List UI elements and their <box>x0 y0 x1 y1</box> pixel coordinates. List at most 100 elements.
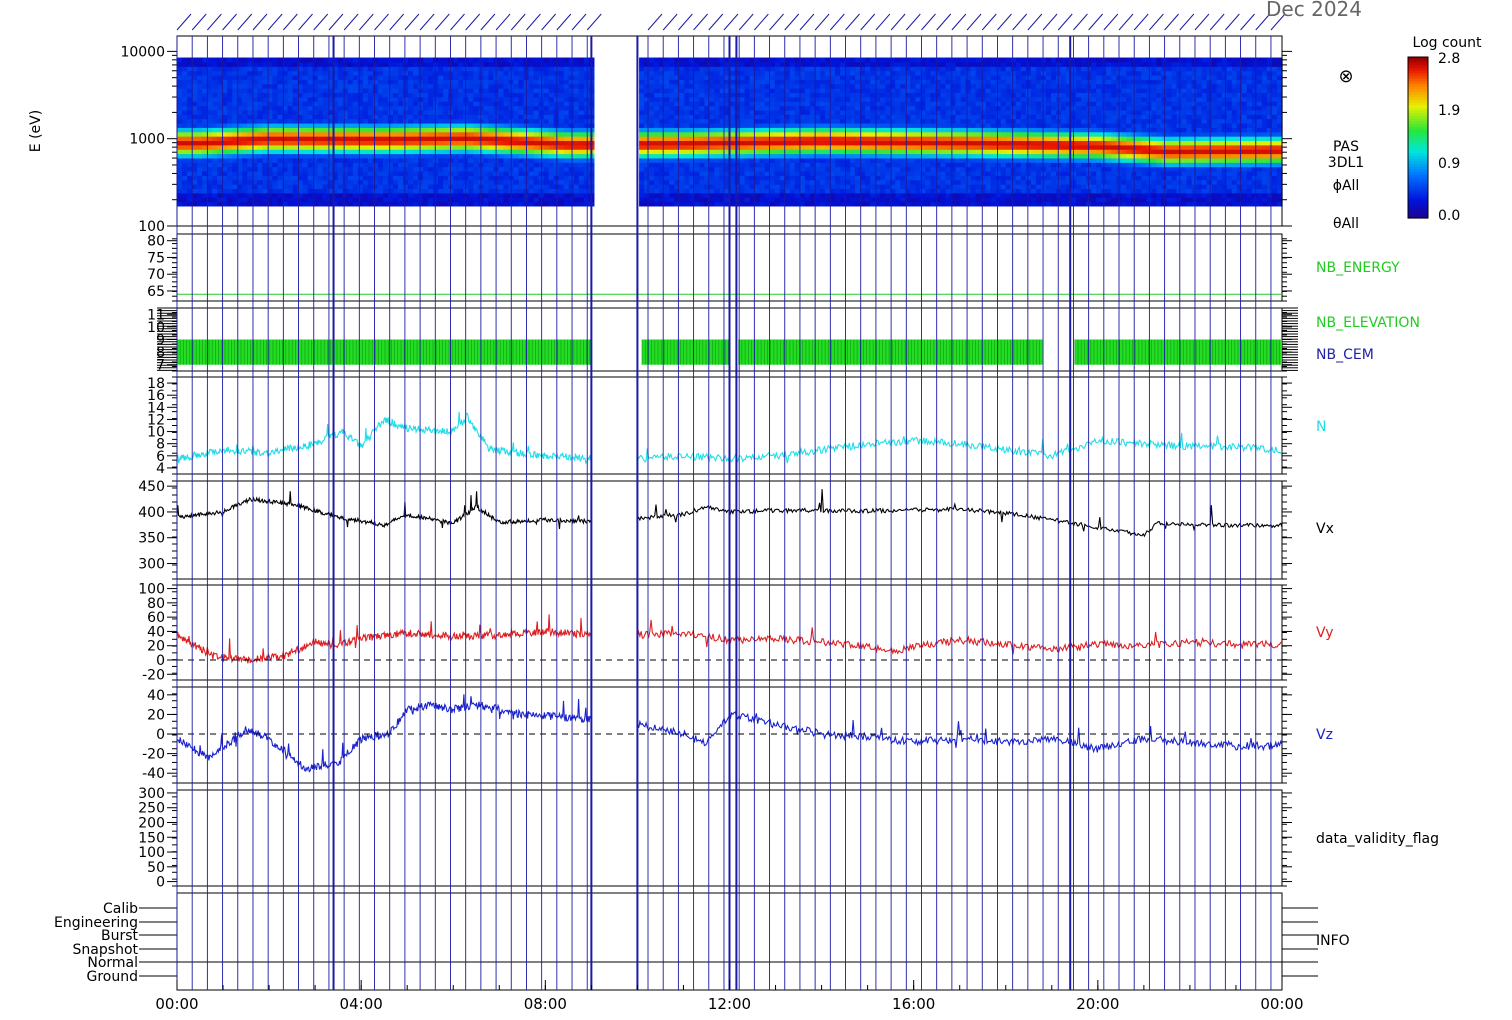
spectrogram-cell <box>834 197 841 203</box>
spectrogram-cell <box>764 175 771 181</box>
spectrogram-cell <box>709 184 716 190</box>
spectrogram-cell <box>413 127 419 133</box>
spectrogram-cell <box>272 179 279 185</box>
spectrogram-cell <box>915 149 921 155</box>
spectrogram-cell <box>563 61 570 67</box>
spectrogram-cell <box>694 61 700 67</box>
spectrogram-cell <box>704 157 711 163</box>
spectrogram-cell <box>307 122 314 128</box>
spectrogram-cell <box>840 192 846 198</box>
spectrogram-cell <box>794 149 801 155</box>
spectrogram-cell <box>568 79 575 85</box>
spectrogram-cell <box>950 131 957 137</box>
spectrogram-cell <box>704 140 711 146</box>
spectrogram-cell <box>177 188 183 194</box>
spectrogram-cell <box>548 79 555 85</box>
spectrogram-cell <box>327 153 334 159</box>
spectrogram-cell <box>694 57 700 63</box>
spectrogram-cell <box>940 92 947 98</box>
spectrogram-cell <box>744 109 751 115</box>
spectrogram-cell <box>870 79 876 85</box>
spectrogram-cell <box>739 79 746 85</box>
spectrogram-cell <box>347 140 354 146</box>
spectrogram-cell <box>262 114 269 120</box>
spectrogram-cell <box>362 70 369 76</box>
spectrogram-cell <box>754 170 761 176</box>
spectrogram-cell <box>769 197 776 203</box>
spectrogram-cell <box>428 166 434 172</box>
spectrogram-cell <box>865 157 871 163</box>
spectrogram-cell <box>428 131 434 137</box>
spectrogram-cell <box>408 175 414 181</box>
spectrogram-cell <box>548 170 555 176</box>
spectrogram-cell <box>649 101 655 107</box>
spectrogram-cell <box>920 201 926 207</box>
spectrogram-cell <box>920 79 926 85</box>
spectrogram-cell <box>513 127 520 133</box>
spectrogram-cell <box>207 192 213 198</box>
spectrogram-cell <box>714 96 721 102</box>
spectrogram-cell <box>875 61 881 67</box>
spectrogram-cell <box>689 127 695 133</box>
spectrogram-cell <box>337 192 344 198</box>
spectrogram-cell <box>513 197 520 203</box>
spectrogram-cell <box>387 109 394 115</box>
spectrogram-cell <box>855 83 861 89</box>
spectrogram-cell <box>222 162 228 168</box>
spectrogram-cell <box>498 88 505 94</box>
spectrogram-cell <box>252 79 258 85</box>
spectrogram-cell <box>387 175 394 181</box>
spectrogram-cell <box>473 114 479 120</box>
spectrogram-cell <box>644 122 650 128</box>
spectrogram-cell <box>925 57 932 63</box>
spectrogram-cell <box>498 201 505 207</box>
spectrogram-cell <box>533 201 540 207</box>
spectrogram-cell <box>900 109 906 115</box>
spectrogram-cell <box>197 162 203 168</box>
spectrogram-cell <box>192 122 198 128</box>
spectrogram-cell <box>352 153 359 159</box>
spectrogram-cell <box>262 122 269 128</box>
spectrogram-cell <box>227 70 233 76</box>
spectrogram-cell <box>503 88 510 94</box>
spectrogram-cell <box>483 70 490 76</box>
spectrogram-cell <box>367 157 374 163</box>
spectrogram-cell <box>342 170 349 176</box>
spectrogram-cell <box>252 201 258 207</box>
spectrogram-cell <box>367 92 374 98</box>
spectrogram-cell <box>870 61 876 67</box>
spectrogram-cell <box>352 175 359 181</box>
spectrogram-cell <box>277 66 284 72</box>
spectrogram-cell <box>759 192 766 198</box>
spectrogram-cell <box>925 136 932 142</box>
spectrogram-cell <box>719 96 726 102</box>
spectrogram-cell <box>212 179 218 185</box>
spectrogram-cell <box>799 70 806 76</box>
spectrogram-cell <box>352 149 359 155</box>
spectrogram-cell <box>875 105 881 111</box>
spectrogram-cell <box>850 118 856 124</box>
spectrogram-cell <box>438 149 444 155</box>
spectrogram-cell <box>855 153 861 159</box>
spectrogram-cell <box>458 101 464 107</box>
spectrogram-cell <box>297 66 304 72</box>
spectrogram-cell <box>890 188 896 194</box>
spectrogram-cell <box>694 149 700 155</box>
spectrogram-cell <box>714 88 721 94</box>
spectrogram-cell <box>679 179 685 185</box>
spectrogram-cell <box>865 57 871 63</box>
spectrogram-cell <box>739 140 746 146</box>
spectrogram-cell <box>413 162 419 168</box>
spectrogram-cell <box>895 192 901 198</box>
spectrogram-cell <box>774 184 781 190</box>
spectrogram-cell <box>694 157 700 163</box>
spectrogram-cell <box>438 96 444 102</box>
spectrogram-cell <box>307 118 314 124</box>
spectrogram-cell <box>558 131 565 137</box>
spectrogram-cell <box>443 66 449 72</box>
spectrogram-cell <box>940 88 947 94</box>
spectrogram-cell <box>568 192 575 198</box>
spectrogram-cell <box>247 197 253 203</box>
spectrogram-cell <box>649 127 655 133</box>
spectrogram-cell <box>483 153 490 159</box>
